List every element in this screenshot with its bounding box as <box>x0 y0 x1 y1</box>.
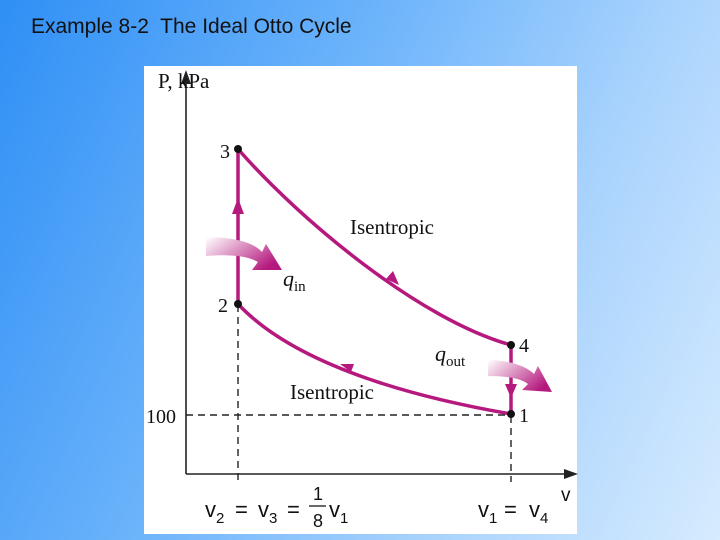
svg-text:v1: v1 <box>478 497 497 527</box>
svg-text:=: = <box>504 497 517 522</box>
svg-text:v4: v4 <box>529 497 548 527</box>
svg-text:8: 8 <box>313 511 323 531</box>
equation-v2-v3: v2 = v3 = 1 8 v1 <box>205 484 348 531</box>
guide-lines <box>186 305 512 482</box>
point-label-4: 4 <box>519 335 529 357</box>
diagram-panel <box>144 66 577 534</box>
process-label-upper: Isentropic <box>350 215 434 239</box>
direction-arrows <box>232 198 517 398</box>
point-label-3: 3 <box>220 141 230 163</box>
arrow-4-1 <box>505 384 517 398</box>
x-axis-arrowhead <box>564 469 578 479</box>
point-label-1: 1 <box>519 405 529 427</box>
heat-in-arrow <box>206 237 282 270</box>
state-point-4 <box>507 341 515 349</box>
process-1-2 <box>236 302 512 416</box>
process-label-lower: Isentropic <box>290 380 374 404</box>
axes <box>181 70 578 479</box>
arrow-1-2 <box>340 364 354 372</box>
otto-cycle <box>236 147 513 416</box>
svg-text:=: = <box>235 497 248 522</box>
process-3-4 <box>236 147 512 347</box>
arrow-3-4 <box>386 271 399 285</box>
svg-text:v2: v2 <box>205 497 224 527</box>
pressure-tick-label: 100 <box>146 406 176 428</box>
state-point-1 <box>507 410 515 418</box>
heat-out-label: qout <box>435 341 466 370</box>
state-point-3 <box>234 145 242 153</box>
arrow-2-3 <box>232 198 244 214</box>
y-axis-arrowhead <box>181 70 191 84</box>
svg-text:v3: v3 <box>258 497 277 527</box>
heat-out-arrow <box>488 360 552 392</box>
equation-v1-v4: v1 = v4 <box>478 497 548 527</box>
svg-text:1: 1 <box>313 484 323 504</box>
y-axis-label: P, kPa <box>158 69 210 93</box>
svg-text:=: = <box>287 497 300 522</box>
heat-in-label: qin <box>283 266 306 295</box>
state-point-2 <box>234 300 242 308</box>
svg-text:v1: v1 <box>329 497 348 527</box>
state-points <box>234 145 515 418</box>
slide-title: Example 8-2 The Ideal Otto Cycle <box>31 15 352 38</box>
point-label-2: 2 <box>218 295 228 317</box>
x-axis-label: v <box>561 485 571 506</box>
